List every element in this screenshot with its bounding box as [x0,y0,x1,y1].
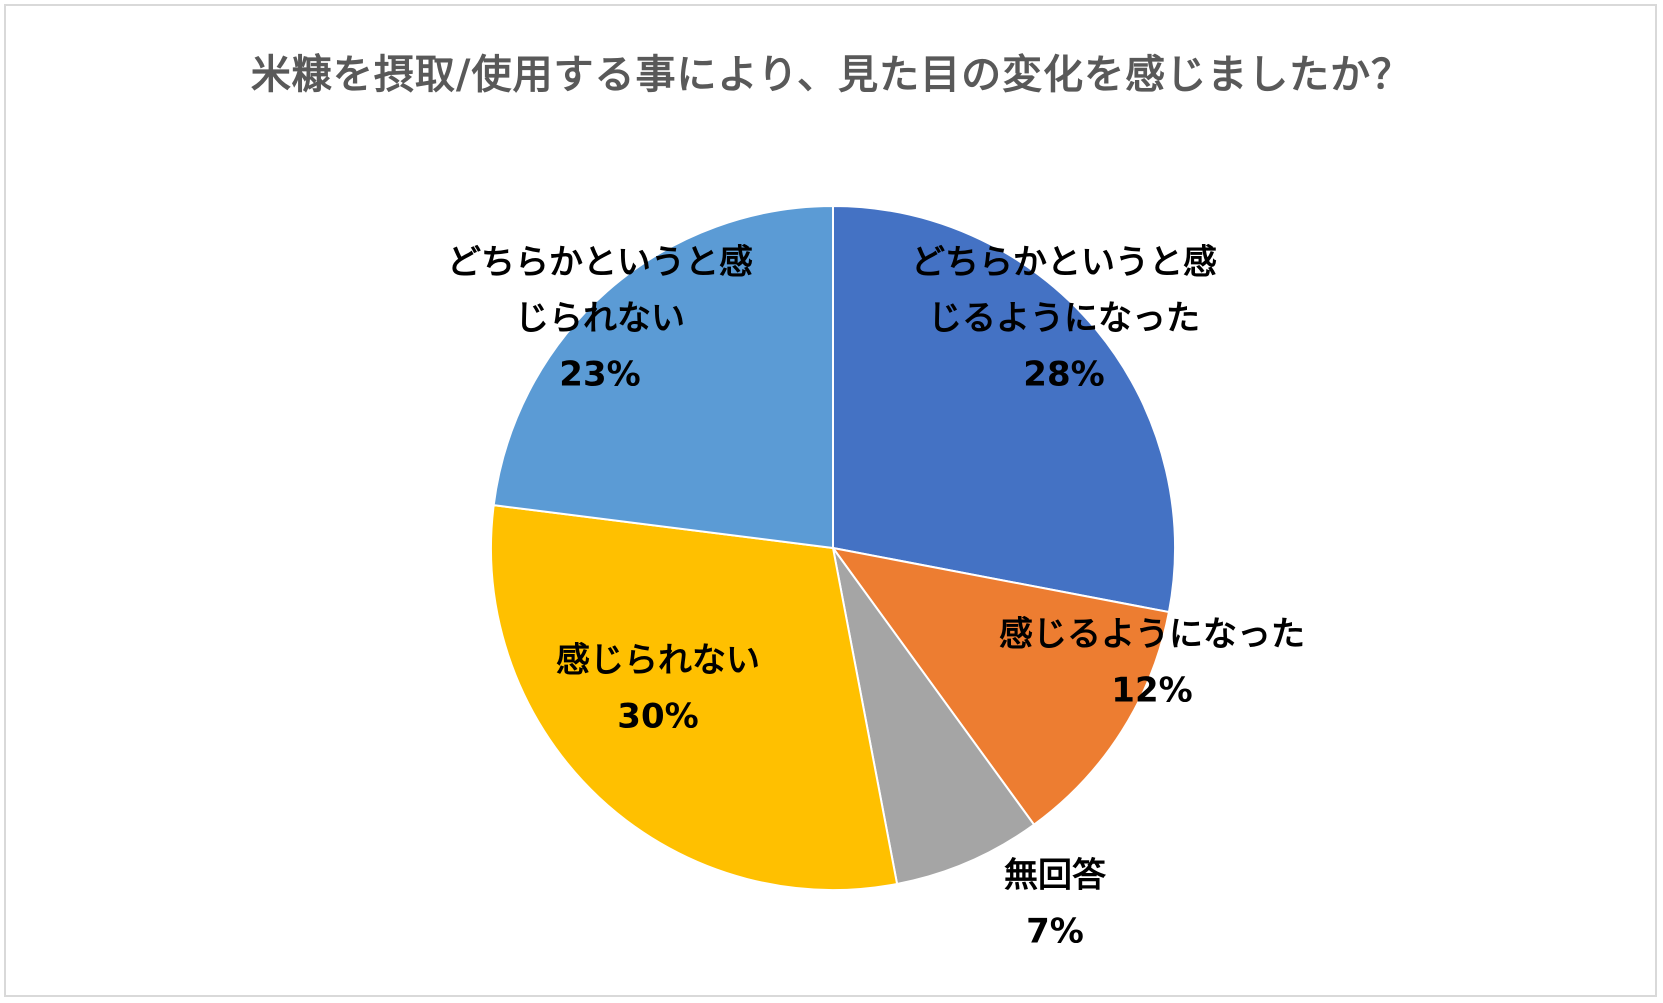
slice-percent-label: 30% [617,697,698,737]
slice-label: じるようになった [928,299,1200,339]
slice-not-feel [490,504,899,891]
slice-label: どちらかというと感 [447,243,753,283]
slice-label: 無回答 [1004,856,1107,896]
slice-somewhat-not-feel [492,204,834,550]
slice-somewhat-feel [832,204,1176,614]
slice-feel [830,546,1171,827]
pie-labels: どちらかというと感じるようになった28%感じるようになった12%無回答7%感じら… [447,243,1305,952]
slice-percent-label: 7% [1026,912,1084,952]
slice-label: 感じられない [556,641,760,681]
slice-no-answer [832,547,1036,886]
chart-title: 米糠を摂取/使用する事により、見た目の変化を感じましたか？ [250,52,1413,98]
slice-percent-label: 28% [1023,355,1104,395]
pie-slices [490,204,1176,891]
slice-percent-label: 12% [1111,671,1192,711]
slice-percent-label: 23% [559,355,640,395]
slice-label: じられない [515,299,685,339]
slice-label: 感じるようになった [999,615,1305,655]
slice-label: どちらかというと感 [911,243,1217,283]
